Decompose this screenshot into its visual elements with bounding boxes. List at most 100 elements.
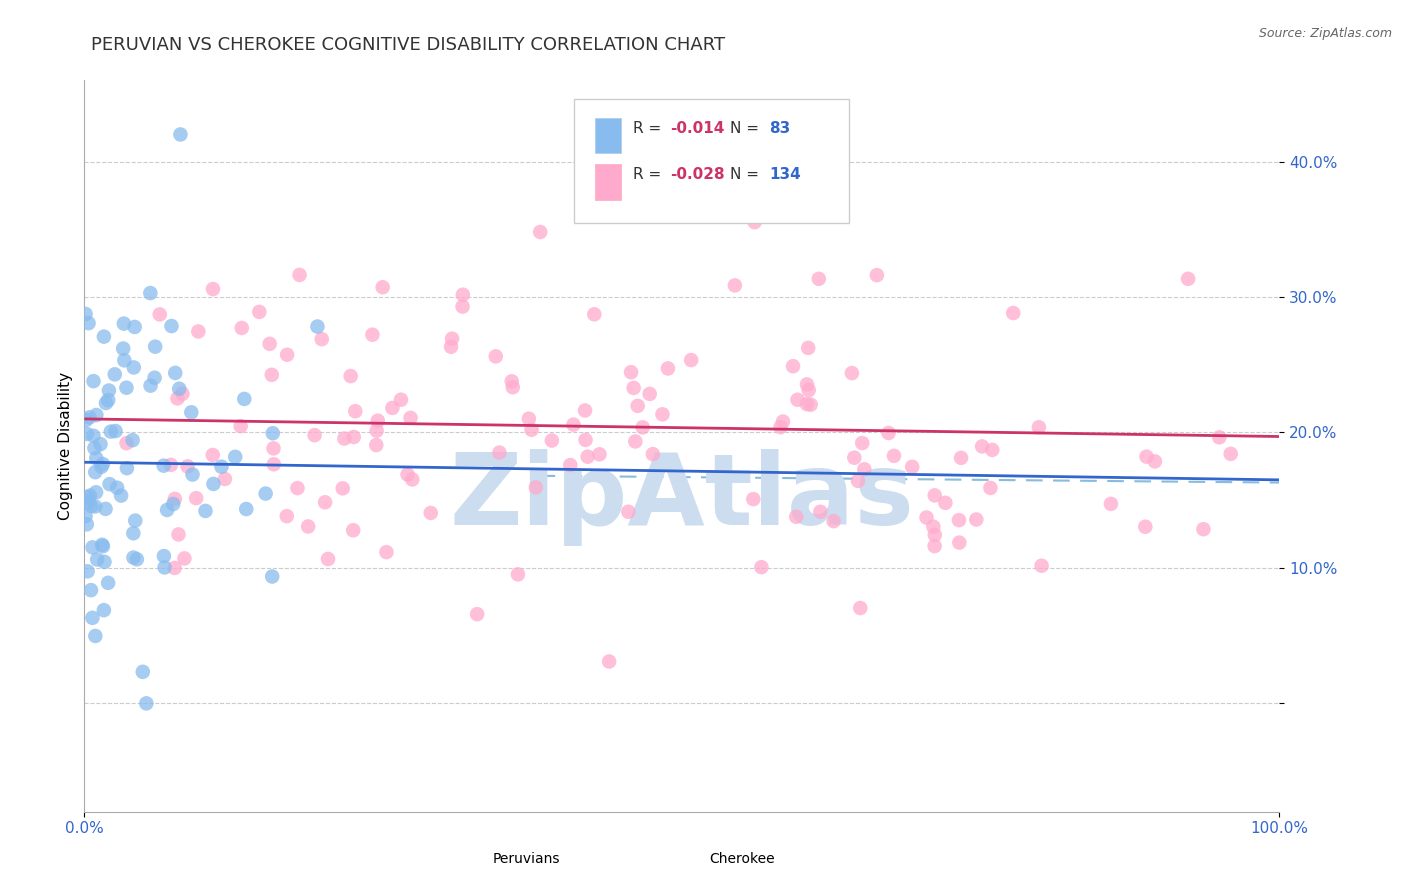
Point <box>262 426 284 441</box>
Point <box>841 366 863 380</box>
Point <box>631 420 654 434</box>
Point <box>1192 522 1215 536</box>
Point <box>186 491 208 505</box>
Text: N =: N = <box>730 120 763 136</box>
Point <box>89 437 111 451</box>
Point <box>211 459 233 474</box>
Text: R =: R = <box>633 167 666 182</box>
Point <box>506 567 529 582</box>
Point <box>1028 420 1050 434</box>
Point <box>751 560 773 574</box>
Point <box>97 384 120 398</box>
FancyBboxPatch shape <box>595 164 621 200</box>
Point <box>82 374 104 388</box>
Point <box>800 398 823 412</box>
Point <box>399 410 422 425</box>
Point <box>965 512 987 526</box>
Point <box>979 481 1001 495</box>
Point <box>287 481 309 495</box>
Point <box>849 601 872 615</box>
Point <box>201 448 224 462</box>
Point <box>235 502 257 516</box>
Point <box>86 408 108 422</box>
Point <box>574 433 596 447</box>
Point <box>162 497 184 511</box>
Point <box>80 583 103 598</box>
Point <box>75 413 97 427</box>
Point <box>122 360 145 375</box>
Point <box>173 551 195 566</box>
Point <box>77 496 100 510</box>
Point <box>598 655 620 669</box>
Text: 83: 83 <box>769 120 790 136</box>
Point <box>576 450 599 464</box>
Text: N =: N = <box>730 167 763 182</box>
Point <box>263 458 285 472</box>
Point <box>169 128 191 142</box>
Point <box>797 383 820 397</box>
Point <box>115 461 138 475</box>
Point <box>924 539 946 553</box>
Point <box>846 474 869 488</box>
Point <box>97 393 120 408</box>
Point <box>229 419 252 434</box>
Point <box>91 457 114 471</box>
Point <box>143 370 166 384</box>
Text: -0.028: -0.028 <box>671 167 724 182</box>
Point <box>83 441 105 455</box>
Point <box>883 449 905 463</box>
Point <box>796 397 818 411</box>
Point <box>922 520 945 534</box>
Point <box>344 404 367 418</box>
Point <box>132 665 155 679</box>
Point <box>180 405 202 419</box>
Point <box>194 504 217 518</box>
Point <box>224 450 246 464</box>
Point <box>84 629 107 643</box>
Point <box>247 305 270 319</box>
Text: Cherokee: Cherokee <box>709 852 775 866</box>
Point <box>163 491 186 506</box>
Point <box>124 320 146 334</box>
Point <box>100 425 122 439</box>
Point <box>627 399 650 413</box>
Point <box>77 316 100 330</box>
Point <box>638 387 661 401</box>
Point <box>167 382 190 396</box>
Point <box>254 486 277 500</box>
Point <box>79 410 101 425</box>
Point <box>105 481 128 495</box>
Point <box>440 340 463 354</box>
Point <box>153 549 176 563</box>
Point <box>115 436 138 450</box>
Point <box>924 528 946 542</box>
Point <box>214 472 236 486</box>
Point <box>375 545 398 559</box>
Point <box>948 535 970 549</box>
Point <box>86 552 108 566</box>
Point <box>1135 520 1157 534</box>
Point <box>307 319 329 334</box>
Point <box>1031 558 1053 573</box>
Text: 134: 134 <box>769 167 801 182</box>
Point <box>485 350 508 364</box>
Point <box>623 381 645 395</box>
Point <box>93 603 115 617</box>
Point <box>160 319 183 334</box>
Point <box>112 317 135 331</box>
Point <box>75 508 97 523</box>
Point <box>94 396 117 410</box>
Point <box>124 514 146 528</box>
Point <box>651 408 673 422</box>
Point <box>560 458 582 472</box>
Point <box>115 381 138 395</box>
Point <box>389 392 412 407</box>
Point <box>93 555 115 569</box>
Point <box>163 561 186 575</box>
Point <box>82 541 104 555</box>
Point <box>139 286 162 301</box>
Point <box>167 527 190 541</box>
Point <box>866 268 889 282</box>
Point <box>1219 447 1241 461</box>
Point <box>877 425 900 440</box>
